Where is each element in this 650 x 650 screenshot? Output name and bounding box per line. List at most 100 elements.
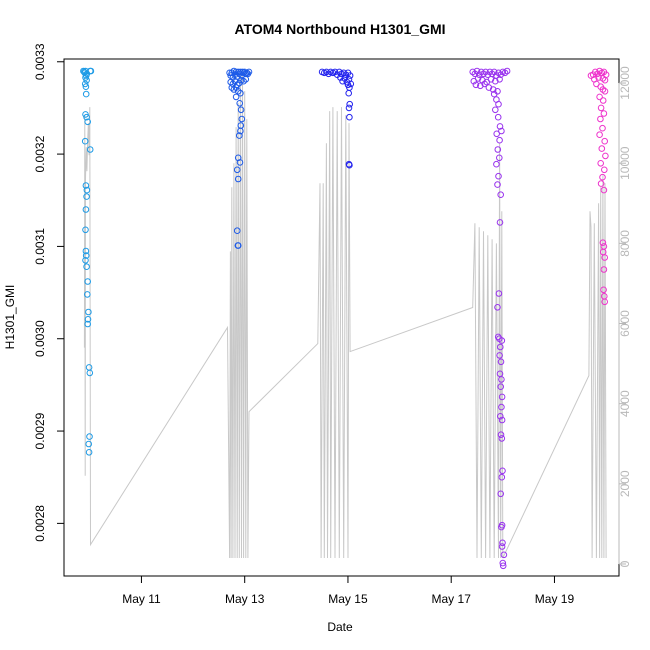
y-tick-label: 0.0030 xyxy=(33,320,47,357)
data-point xyxy=(82,206,90,213)
data-point xyxy=(490,90,498,98)
data-point xyxy=(599,75,607,82)
data-point xyxy=(492,106,499,114)
data-point xyxy=(503,67,511,75)
data-point xyxy=(82,182,90,189)
data-point xyxy=(498,435,506,442)
data-point xyxy=(494,113,502,121)
data-point xyxy=(233,227,241,234)
x-axis: May 11 May 13 May 15 May 17 May 19 xyxy=(122,575,574,606)
flight-series-5 xyxy=(587,67,610,306)
data-point xyxy=(598,145,606,152)
data-point xyxy=(602,152,609,160)
data-point xyxy=(601,166,608,174)
x-tick-label: May 17 xyxy=(432,592,472,606)
data-point xyxy=(497,383,505,391)
data-point xyxy=(83,113,90,121)
data-point xyxy=(85,440,92,448)
flight-series-2 xyxy=(226,67,253,249)
data-point xyxy=(84,278,91,285)
data-point xyxy=(600,186,608,194)
data-point xyxy=(498,393,506,401)
flight-series-3 xyxy=(318,68,355,169)
data-point xyxy=(237,89,244,97)
flight-series-1 xyxy=(80,67,95,456)
data-point xyxy=(495,290,503,297)
y2-tick-label: 10000 xyxy=(618,146,632,180)
chart-title: ATOM4 Northbound H1301_GMI xyxy=(234,21,445,37)
data-point xyxy=(346,161,353,169)
data-point xyxy=(498,403,505,411)
altitude-line xyxy=(83,70,607,559)
data-point xyxy=(500,551,508,559)
y2-tick-label: 6000 xyxy=(618,310,632,337)
data-point xyxy=(84,291,91,298)
data-point xyxy=(499,562,507,570)
data-point xyxy=(345,89,353,97)
data-point xyxy=(84,118,91,126)
data-point xyxy=(499,539,506,547)
data-point xyxy=(595,74,602,81)
data-point xyxy=(600,286,607,294)
data-point xyxy=(492,77,499,85)
data-point xyxy=(474,75,482,82)
data-point xyxy=(599,173,606,181)
data-point xyxy=(498,376,505,383)
data-point xyxy=(494,181,501,188)
x-tick-label: May 13 xyxy=(225,592,265,606)
data-point xyxy=(601,88,609,95)
data-point xyxy=(346,100,354,108)
data-point xyxy=(85,449,93,456)
data-point xyxy=(601,76,609,84)
data-point xyxy=(232,68,240,76)
data-point xyxy=(86,67,94,75)
data-point xyxy=(347,80,355,88)
data-point xyxy=(498,416,506,424)
y2-tick-label: 12000 xyxy=(618,66,632,100)
data-point xyxy=(84,316,92,323)
data-point xyxy=(83,193,90,200)
data-point xyxy=(499,559,507,567)
y-axis-right: 0 2000 4000 6000 8000 10000 12000 xyxy=(618,66,632,567)
data-point xyxy=(325,70,332,78)
y2-tick-label: 0 xyxy=(618,560,632,567)
data-point xyxy=(498,523,505,531)
data-point xyxy=(237,127,244,135)
data-point xyxy=(596,131,603,138)
data-point xyxy=(497,490,505,498)
data-point xyxy=(499,467,506,475)
data-point xyxy=(497,413,504,420)
scatter-points-layer xyxy=(80,67,610,570)
data-point xyxy=(228,84,236,91)
y-tick-label: 0.0032 xyxy=(33,135,47,172)
data-point xyxy=(85,308,92,316)
data-point xyxy=(498,337,506,344)
data-point xyxy=(600,110,608,117)
data-point xyxy=(82,257,89,264)
y2-tick-label: 8000 xyxy=(618,230,632,257)
y-tick-label: 0.0028 xyxy=(33,505,47,542)
data-point xyxy=(599,97,607,104)
data-point xyxy=(236,132,243,139)
data-point xyxy=(597,160,605,167)
y-tick-label: 0.0033 xyxy=(33,43,47,80)
data-point xyxy=(228,69,236,77)
data-point xyxy=(496,154,503,162)
data-point xyxy=(498,127,505,135)
data-point xyxy=(597,115,604,123)
data-point xyxy=(234,242,242,249)
y-axis-left: 0.0028 0.0029 0.0030 0.0031 0.0032 0.0033 xyxy=(33,43,65,542)
data-point xyxy=(600,243,608,250)
data-point xyxy=(83,263,90,271)
data-point xyxy=(82,252,90,259)
data-point xyxy=(601,298,609,306)
data-point xyxy=(495,100,502,108)
data-point xyxy=(599,86,607,93)
data-point xyxy=(233,166,241,174)
data-point xyxy=(83,186,91,194)
data-point xyxy=(86,146,94,153)
data-point xyxy=(601,254,609,261)
data-point xyxy=(599,239,607,246)
data-point xyxy=(481,80,488,88)
